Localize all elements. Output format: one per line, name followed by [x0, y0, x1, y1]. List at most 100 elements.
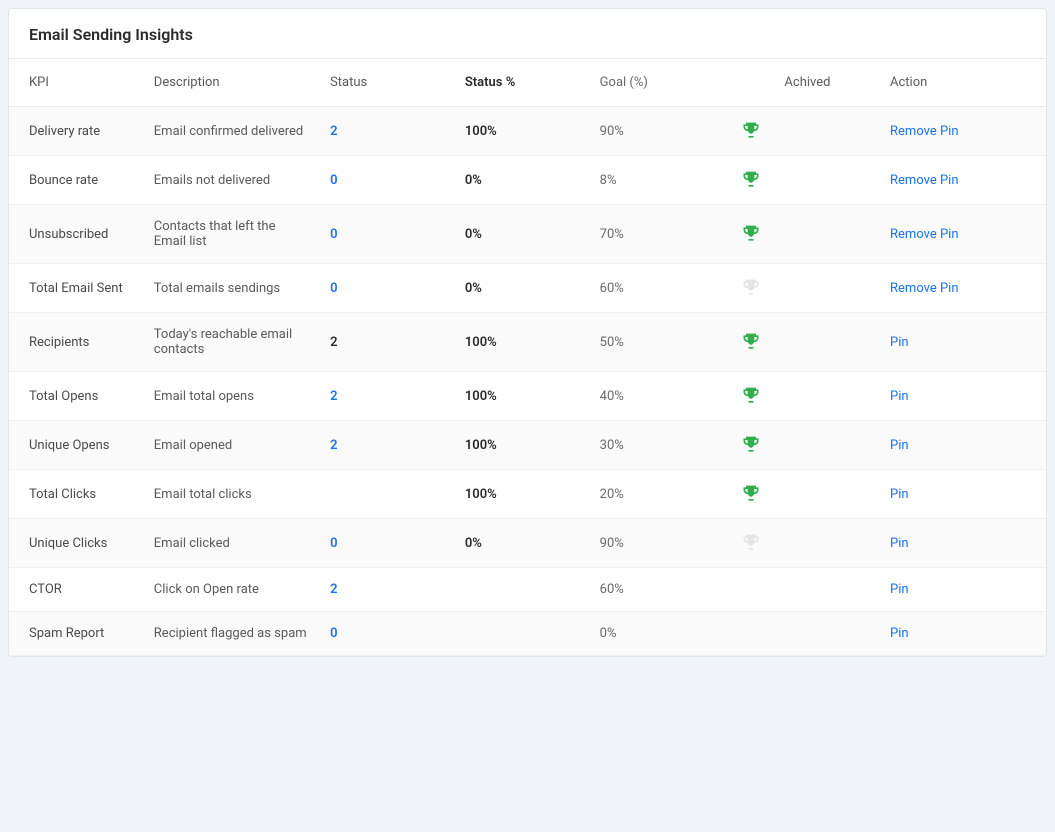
- cell-achieved: [735, 313, 880, 372]
- cell-kpi: Total Clicks: [9, 470, 144, 519]
- table-row: Unique ClicksEmail clicked 0 0%90% Pin: [9, 519, 1046, 568]
- table-row: Delivery rateEmail confirmed delivered21…: [9, 107, 1046, 156]
- status-link[interactable]: 0: [330, 173, 337, 188]
- status-link[interactable]: 0: [330, 536, 337, 551]
- cell-goal: 70%: [590, 205, 735, 264]
- cell-goal: 60%: [590, 264, 735, 313]
- remove-pin-link[interactable]: Remove Pin: [890, 227, 959, 242]
- pin-link[interactable]: Pin: [890, 389, 909, 404]
- cell-goal: 50%: [590, 313, 735, 372]
- cell-description: Email clicked: [144, 519, 320, 568]
- cell-kpi: Delivery rate: [9, 107, 144, 156]
- table-row: Total ClicksEmail total clicks100%20% Pi…: [9, 470, 1046, 519]
- cell-action: Remove Pin: [880, 205, 1046, 264]
- cell-status-pct: 0%: [455, 264, 590, 313]
- cell-status-pct: 100%: [455, 421, 590, 470]
- cell-kpi: Spam Report: [9, 612, 144, 656]
- cell-status-pct: 100%: [455, 107, 590, 156]
- pin-link[interactable]: Pin: [890, 487, 909, 502]
- status-link[interactable]: 0: [330, 227, 337, 242]
- col-header-achieved: Achived: [735, 59, 880, 107]
- pin-link[interactable]: Pin: [890, 582, 909, 597]
- cell-status-pct: 100%: [455, 470, 590, 519]
- status-link[interactable]: 2: [330, 438, 337, 453]
- cell-status-pct: 0%: [455, 519, 590, 568]
- insights-card: Email Sending Insights KPI Description S…: [8, 8, 1047, 657]
- cell-kpi: Total Opens: [9, 372, 144, 421]
- cell-description: Email total opens: [144, 372, 320, 421]
- cell-description: Email total clicks: [144, 470, 320, 519]
- cell-achieved: [735, 156, 880, 205]
- insights-table: KPI Description Status Status % Goal (%)…: [9, 59, 1046, 656]
- cell-goal: 60%: [590, 568, 735, 612]
- cell-status: 2: [320, 421, 455, 470]
- cell-goal: 8%: [590, 156, 735, 205]
- pin-link[interactable]: Pin: [890, 536, 909, 551]
- status-link[interactable]: 2: [330, 389, 337, 404]
- trophy-icon: [741, 486, 761, 501]
- cell-action: Pin: [880, 470, 1046, 519]
- cell-action: Pin: [880, 421, 1046, 470]
- trophy-icon: [741, 437, 761, 452]
- cell-kpi: Recipients: [9, 313, 144, 372]
- trophy-icon: [741, 226, 761, 241]
- cell-status-pct: 0%: [455, 156, 590, 205]
- cell-action: Remove Pin: [880, 156, 1046, 205]
- cell-achieved: [735, 470, 880, 519]
- table-row: CTORClick on Open rate260%Pin: [9, 568, 1046, 612]
- status-link[interactable]: 0: [330, 281, 337, 296]
- cell-status: 2: [320, 313, 455, 372]
- cell-status: 0: [320, 156, 455, 205]
- cell-kpi: Unique Clicks: [9, 519, 144, 568]
- cell-status: 0: [320, 205, 455, 264]
- cell-status-pct: 0%: [455, 205, 590, 264]
- cell-achieved: [735, 519, 880, 568]
- table-row: RecipientsToday's reachable email contac…: [9, 313, 1046, 372]
- cell-status: 2: [320, 568, 455, 612]
- col-header-description: Description: [144, 59, 320, 107]
- cell-description: Today's reachable email contacts: [144, 313, 320, 372]
- cell-kpi: Unsubscribed: [9, 205, 144, 264]
- pin-link[interactable]: Pin: [890, 626, 909, 641]
- card-header: Email Sending Insights: [9, 9, 1046, 59]
- cell-achieved: [735, 421, 880, 470]
- cell-goal: 90%: [590, 519, 735, 568]
- cell-description: Emails not delivered: [144, 156, 320, 205]
- cell-goal: 40%: [590, 372, 735, 421]
- cell-action: Remove Pin: [880, 107, 1046, 156]
- remove-pin-link[interactable]: Remove Pin: [890, 281, 959, 296]
- cell-status: [320, 470, 455, 519]
- cell-description: Recipient flagged as spam: [144, 612, 320, 656]
- col-header-status: Status: [320, 59, 455, 107]
- table-header-row: KPI Description Status Status % Goal (%)…: [9, 59, 1046, 107]
- table-row: Bounce rateEmails not delivered00%8% Rem…: [9, 156, 1046, 205]
- cell-action: Pin: [880, 568, 1046, 612]
- cell-status-pct: 100%: [455, 372, 590, 421]
- status-link[interactable]: 2: [330, 582, 337, 597]
- pin-link[interactable]: Pin: [890, 335, 909, 350]
- trophy-icon: [741, 280, 761, 295]
- cell-achieved: [735, 205, 880, 264]
- pin-link[interactable]: Pin: [890, 438, 909, 453]
- cell-achieved: [735, 372, 880, 421]
- cell-action: Remove Pin: [880, 264, 1046, 313]
- cell-achieved: [735, 612, 880, 656]
- remove-pin-link[interactable]: Remove Pin: [890, 124, 959, 139]
- cell-status: 0: [320, 612, 455, 656]
- col-header-goal: Goal (%): [590, 59, 735, 107]
- cell-achieved: [735, 264, 880, 313]
- status-link[interactable]: 2: [330, 124, 337, 139]
- col-header-kpi: KPI: [9, 59, 144, 107]
- remove-pin-link[interactable]: Remove Pin: [890, 173, 959, 188]
- table-row: Total OpensEmail total opens 2 100%40% Pin: [9, 372, 1046, 421]
- cell-status: 0: [320, 519, 455, 568]
- cell-description: Contacts that left the Email list: [144, 205, 320, 264]
- cell-goal: 30%: [590, 421, 735, 470]
- cell-action: Pin: [880, 313, 1046, 372]
- cell-status-pct: [455, 568, 590, 612]
- trophy-icon: [741, 172, 761, 187]
- status-link[interactable]: 0: [330, 626, 337, 641]
- cell-status: 2: [320, 372, 455, 421]
- cell-goal: 0%: [590, 612, 735, 656]
- card-title: Email Sending Insights: [29, 25, 1026, 44]
